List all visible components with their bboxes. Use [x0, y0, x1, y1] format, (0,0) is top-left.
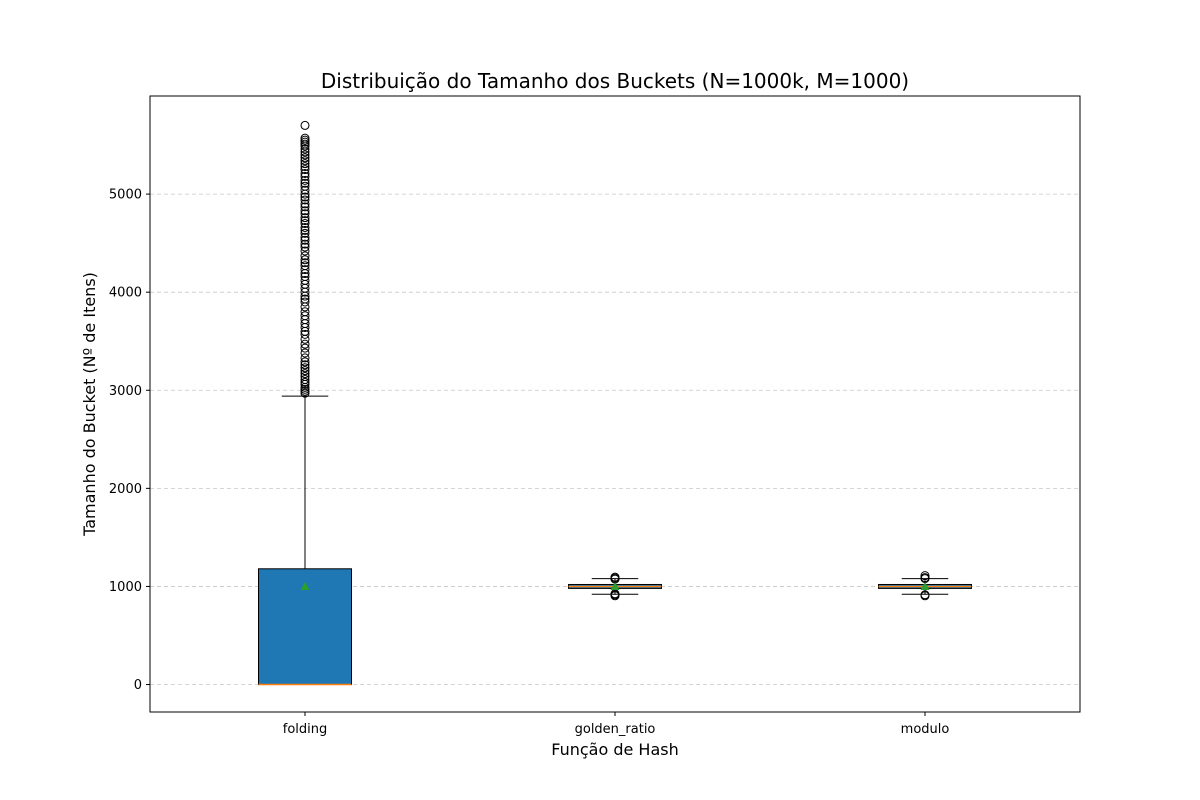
outlier-point [300, 377, 310, 387]
outlier-point [300, 374, 310, 384]
outlier-point [300, 168, 310, 178]
mean-marker [300, 581, 310, 591]
y-tick-label: 1000 [109, 580, 142, 595]
outlier-point [300, 153, 310, 163]
outlier-point [920, 590, 930, 600]
outlier-point [300, 357, 310, 367]
outlier-point [300, 235, 310, 245]
outlier-point [300, 297, 310, 307]
outlier-point [300, 307, 310, 317]
x-axis-ticks: folding golden_ratio modulo [283, 712, 950, 737]
outlier-point [300, 133, 310, 143]
outlier-point [300, 353, 310, 363]
outlier-point [300, 219, 310, 229]
boxes [258, 120, 972, 686]
y-tick-label: 4000 [109, 286, 142, 301]
outlier-point [300, 120, 310, 130]
outlier-point [300, 363, 310, 373]
outlier-point [300, 369, 310, 379]
outlier-point [300, 232, 310, 242]
outlier-point [920, 571, 930, 581]
outlier-point [300, 165, 310, 175]
outlier-point [300, 216, 310, 226]
box-folding [258, 120, 352, 686]
outlier-point [300, 360, 310, 370]
y-tick-label: 2000 [109, 482, 142, 497]
mean-marker [920, 581, 930, 591]
outlier-point [300, 261, 310, 271]
outlier-point [300, 258, 310, 268]
outlier-point [300, 195, 310, 205]
x-axis-label: Função de Hash [551, 740, 678, 759]
outlier-point [300, 206, 310, 216]
outlier-point [300, 213, 310, 223]
y-tick-label: 5000 [109, 188, 142, 203]
outlier-point [300, 372, 310, 382]
outlier-point [300, 228, 310, 238]
outlier-point [300, 239, 310, 249]
outlier-point [300, 156, 310, 166]
outlier-point [300, 159, 310, 169]
outlier-point [300, 311, 310, 321]
x-tick-label: folding [283, 722, 328, 737]
y-axis-ticks: 0 1000 2000 3000 4000 5000 [109, 188, 150, 693]
outlier-point [300, 246, 310, 256]
outlier-point [300, 343, 310, 353]
outlier-point [300, 199, 310, 209]
outlier-point [300, 171, 310, 181]
outlier-point [610, 572, 620, 582]
outlier-point [300, 144, 310, 154]
outlier-point [300, 202, 310, 212]
outlier-point [300, 294, 310, 304]
outlier-point [300, 175, 310, 185]
outlier-point [300, 185, 310, 195]
outlier-point [300, 255, 310, 265]
chart-title: Distribuição do Tamanho dos Buckets (N=1… [321, 69, 909, 93]
x-tick-label: golden_ratio [575, 722, 656, 737]
outlier-point [300, 251, 310, 261]
outlier-point [300, 162, 310, 172]
x-tick-label: modulo [901, 722, 950, 737]
box-modulo [878, 571, 972, 601]
box-golden_ratio [568, 572, 662, 601]
y-axis-label: Tamanho do Bucket (Nº de Itens) [80, 272, 99, 537]
outlier-point [300, 366, 310, 376]
outlier-point [300, 271, 310, 281]
mean-marker [610, 581, 620, 591]
outlier-point [300, 181, 310, 191]
outlier-point [300, 329, 310, 339]
outlier-point [300, 192, 310, 202]
outlier-point [300, 275, 310, 285]
outlier-point [300, 265, 310, 275]
outlier-point [300, 209, 310, 219]
outlier-point [300, 348, 310, 358]
outlier-point [300, 178, 310, 188]
y-tick-label: 0 [134, 678, 142, 693]
outlier-point [300, 242, 310, 252]
y-tick-label: 3000 [109, 384, 142, 399]
outlier-point [300, 339, 310, 349]
outlier-point [300, 222, 310, 232]
outlier-point [300, 225, 310, 235]
outlier-point [300, 150, 310, 160]
